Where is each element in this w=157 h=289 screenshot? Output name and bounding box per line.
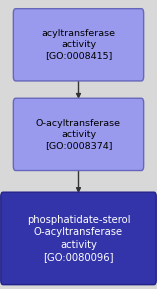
Text: O-acyltransferase
activity
[GO:0008374]: O-acyltransferase activity [GO:0008374] bbox=[36, 119, 121, 150]
FancyBboxPatch shape bbox=[13, 9, 144, 81]
FancyBboxPatch shape bbox=[1, 192, 156, 285]
Text: phosphatidate-sterol
O-acyltransferase
activity
[GO:0080096]: phosphatidate-sterol O-acyltransferase a… bbox=[27, 215, 130, 262]
FancyBboxPatch shape bbox=[13, 98, 144, 171]
Text: acyltransferase
activity
[GO:0008415]: acyltransferase activity [GO:0008415] bbox=[41, 29, 116, 60]
